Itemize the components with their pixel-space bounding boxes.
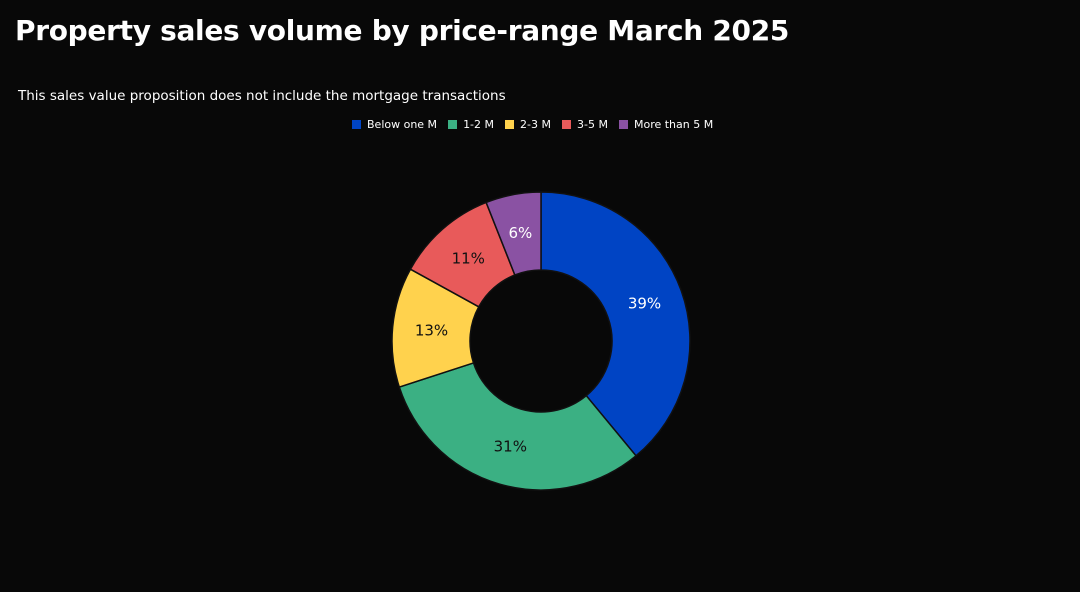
legend-item-1-2-m[interactable]: 1-2 M bbox=[448, 118, 494, 131]
donut-slice-more-than-5-m[interactable] bbox=[485, 191, 542, 276]
chart-subtitle: This sales value proposition does not in… bbox=[18, 88, 506, 104]
chart-legend: Below one M 1-2 M 2-3 M 3-5 M More than … bbox=[352, 118, 724, 131]
legend-swatch bbox=[505, 120, 515, 129]
legend-swatch bbox=[562, 120, 571, 129]
legend-label: 3-5 M bbox=[577, 118, 608, 131]
legend-swatch bbox=[618, 120, 628, 129]
donut-slice-below-one-m[interactable] bbox=[540, 191, 691, 457]
legend-swatch bbox=[352, 120, 361, 129]
legend-item-more-than-5-m[interactable]: More than 5 M bbox=[618, 118, 714, 131]
slice-label-3-5-m: 11% bbox=[452, 249, 485, 267]
donut-slice-1-2-m[interactable] bbox=[398, 361, 638, 491]
slice-label-1-2-m: 31% bbox=[494, 438, 527, 456]
legend-swatch bbox=[448, 120, 458, 129]
slice-label-below-one-m: 39% bbox=[628, 295, 661, 313]
legend-label: 1-2 M bbox=[463, 118, 495, 131]
legend-item-below-one-m[interactable]: Below one M bbox=[352, 118, 437, 131]
legend-label: Below one M bbox=[367, 118, 438, 131]
slice-label-2-3-m: 13% bbox=[415, 322, 448, 340]
legend-label: 2-3 M bbox=[520, 118, 551, 131]
chart-title: Property sales volume by price-range Mar… bbox=[15, 14, 790, 47]
slice-label-more-than-5-m: 6% bbox=[508, 224, 532, 242]
legend-label: More than 5 M bbox=[633, 118, 714, 131]
legend-item-3-5-m[interactable]: 3-5 M bbox=[562, 118, 608, 131]
legend-item-2-3-m[interactable]: 2-3 M bbox=[505, 118, 551, 131]
